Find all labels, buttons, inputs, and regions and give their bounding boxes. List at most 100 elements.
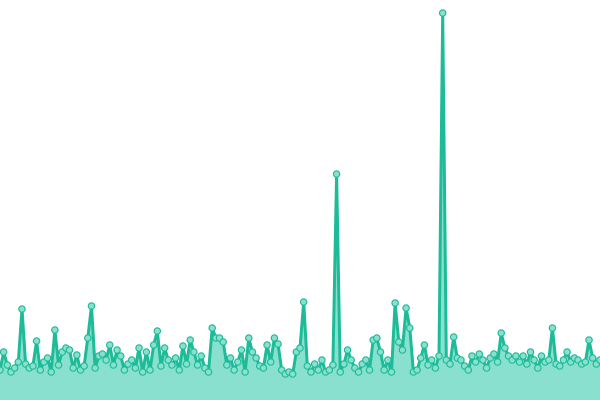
data-point-98 (354, 368, 363, 376)
data-point-54 (193, 361, 202, 369)
data-point-131 (475, 350, 484, 358)
data-point-121 (438, 9, 447, 17)
data-point-48 (171, 354, 180, 362)
series-line (0, 11, 600, 376)
data-point-82 (296, 344, 304, 352)
data-point-75 (270, 334, 279, 342)
data-point-87 (314, 366, 323, 374)
data-point-147 (534, 364, 542, 372)
data-point-143 (519, 352, 527, 360)
data-point-20 (69, 364, 77, 372)
data-point-69 (248, 348, 257, 356)
data-point-124 (449, 333, 458, 341)
data-point-68 (244, 334, 253, 342)
data-point-72 (259, 364, 268, 372)
data-point-46 (164, 356, 173, 364)
data-point-90 (325, 366, 334, 374)
data-point-29 (102, 356, 110, 364)
data-point-34 (120, 366, 129, 374)
data-point-58 (208, 324, 216, 332)
data-point-115 (416, 354, 425, 362)
data-point-128 (464, 366, 473, 374)
data-point-160 (581, 358, 590, 366)
data-point-129 (468, 352, 476, 360)
data-point-66 (237, 346, 246, 354)
data-point-26 (91, 364, 99, 372)
data-point-65 (234, 358, 242, 366)
data-point-38 (135, 344, 143, 352)
data-point-142 (515, 358, 524, 366)
data-point-43 (153, 327, 162, 335)
data-point-16 (54, 361, 63, 369)
data-point-74 (266, 358, 275, 366)
data-point-100 (362, 356, 370, 364)
data-point-153 (555, 362, 564, 370)
data-point-39 (138, 368, 147, 376)
data-point-50 (179, 342, 187, 350)
data-point-70 (252, 354, 260, 362)
data-point-28 (98, 350, 107, 358)
data-point-64 (230, 366, 238, 374)
data-point-150 (544, 356, 553, 364)
data-point-118 (427, 356, 436, 364)
data-point-130 (471, 358, 480, 366)
data-point-123 (446, 360, 454, 368)
data-point-76 (274, 340, 282, 348)
data-point-62 (223, 361, 231, 369)
data-point-145 (526, 348, 535, 356)
data-point-106 (384, 356, 392, 364)
data-point-32 (113, 346, 121, 354)
data-point-5 (14, 358, 23, 366)
data-point-96 (347, 356, 356, 364)
data-point-55 (197, 352, 206, 360)
data-point-51 (182, 360, 191, 368)
data-point-108 (391, 299, 399, 307)
data-point-132 (479, 356, 487, 364)
data-point-135 (490, 350, 498, 358)
data-point-15 (51, 326, 59, 334)
data-point-33 (116, 352, 125, 360)
data-point-57 (204, 368, 213, 376)
data-point-146 (530, 356, 538, 364)
data-point-63 (226, 354, 235, 362)
data-point-84 (303, 362, 312, 370)
data-point-95 (343, 346, 352, 354)
data-point-47 (168, 361, 176, 369)
data-point-80 (288, 370, 297, 378)
data-points (0, 9, 600, 378)
data-point-104 (376, 348, 385, 356)
data-point-85 (307, 368, 315, 376)
data-point-30 (105, 341, 114, 349)
data-point-9 (29, 362, 37, 370)
data-point-86 (310, 360, 319, 368)
data-point-2 (3, 361, 12, 369)
data-point-112 (405, 324, 414, 332)
data-point-144 (523, 360, 531, 368)
data-point-61 (219, 338, 227, 346)
data-point-25 (87, 302, 96, 310)
data-point-116 (420, 341, 429, 349)
data-point-103 (373, 334, 381, 342)
data-point-88 (318, 356, 326, 364)
data-point-126 (457, 356, 465, 364)
data-point-36 (127, 356, 136, 364)
data-point-151 (548, 324, 557, 332)
data-point-155 (563, 348, 571, 356)
data-point-10 (32, 337, 41, 345)
data-point-136 (493, 358, 502, 366)
data-point-1 (0, 348, 8, 356)
data-point-49 (175, 366, 184, 374)
data-point-105 (380, 366, 388, 374)
data-point-120 (435, 352, 443, 360)
data-point-117 (424, 361, 432, 369)
data-point-94 (340, 360, 348, 368)
data-point-14 (47, 368, 56, 376)
data-point-141 (512, 352, 520, 360)
data-point-42 (149, 341, 158, 349)
data-point-23 (80, 362, 88, 370)
data-point-110 (398, 346, 407, 354)
data-point-161 (585, 336, 593, 344)
data-point-21 (73, 351, 81, 359)
data-point-6 (18, 305, 26, 313)
